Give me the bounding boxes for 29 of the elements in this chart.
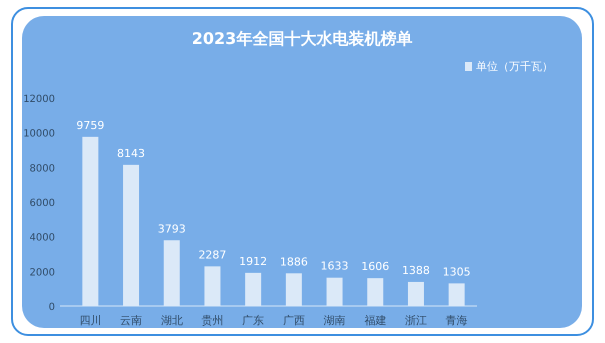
x-tick-label: 云南: [120, 314, 142, 327]
y-tick-label: 6000: [30, 198, 55, 209]
y-tick-label: 8000: [30, 163, 55, 174]
x-tick-label: 湖北: [160, 314, 183, 327]
data-label: 1606: [361, 260, 390, 274]
y-tick-label: 4000: [30, 232, 55, 244]
y-tick-label: 12000: [23, 94, 55, 105]
data-label: 1388: [402, 264, 430, 277]
x-tick-label: 广西: [282, 314, 305, 327]
y-tick-label: 10000: [23, 128, 55, 140]
data-label: 9759: [76, 118, 104, 132]
y-tick-label: 0: [48, 302, 55, 313]
data-label: 1886: [280, 255, 308, 268]
data-label: 3793: [158, 222, 186, 236]
legend-label: 单位（万千瓦）: [476, 60, 553, 73]
title: 2023年全国十大水电装机榜单: [192, 29, 412, 48]
data-label: 1912: [239, 254, 268, 268]
data-label: 8143: [117, 146, 146, 160]
data-label: 1305: [442, 265, 471, 278]
data-label: 1633: [320, 260, 349, 273]
x-tick-label: 湖南: [324, 314, 346, 327]
x-tick-label: 四川: [79, 314, 102, 327]
x-tick-label: 青海: [446, 314, 468, 327]
y-tick-label: 2000: [30, 267, 55, 278]
x-tick-label: 浙江: [404, 314, 427, 327]
x-tick-label: 广东: [242, 314, 264, 327]
x-tick-label: 福建: [364, 314, 386, 327]
data-label: 2287: [198, 248, 226, 262]
x-tick-label: 贵州: [201, 314, 224, 327]
